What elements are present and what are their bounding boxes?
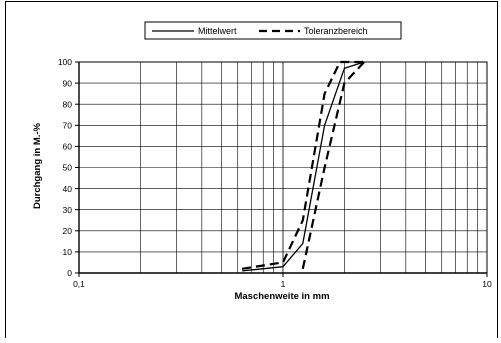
legend-label-series-2: Toleranzbereich [304,26,368,36]
figure-border [5,1,498,338]
x-tick-labels: 0,1 1 10 [73,279,492,289]
x-axis-label: Maschenweite in mm [234,291,329,302]
legend: Mittelwert Toleranzbereich [144,21,402,40]
grid [79,62,487,273]
y-tick-label: 100 [58,57,72,67]
y-tick-label: 90 [63,78,73,88]
legend-label-series-1: Mittelwert [198,26,237,36]
series-line-3 [301,61,366,270]
x-tick-label: 1 [281,279,286,289]
y-tick-label: 70 [63,121,73,131]
y-tick-label: 50 [63,163,73,173]
y-tick-label: 40 [63,184,73,194]
y-tick-label: 80 [63,99,73,109]
plot-frame [75,61,488,277]
y-tick-label: 30 [63,205,73,215]
y-tick-label: 20 [63,226,73,236]
series-line-1 [242,61,365,272]
x-tick-label: 10 [482,279,492,289]
y-tick-labels: 0 10 20 30 40 50 60 70 80 90 100 [58,57,72,278]
y-tick-label: 0 [67,268,72,278]
y-axis-label: Durchgang in M.-% [32,122,43,209]
series-line-2 [241,60,365,270]
y-tick-label: 60 [63,142,73,152]
series-layer [241,60,366,272]
y-tick-label: 10 [63,247,73,257]
x-tick-label: 0,1 [73,279,85,289]
